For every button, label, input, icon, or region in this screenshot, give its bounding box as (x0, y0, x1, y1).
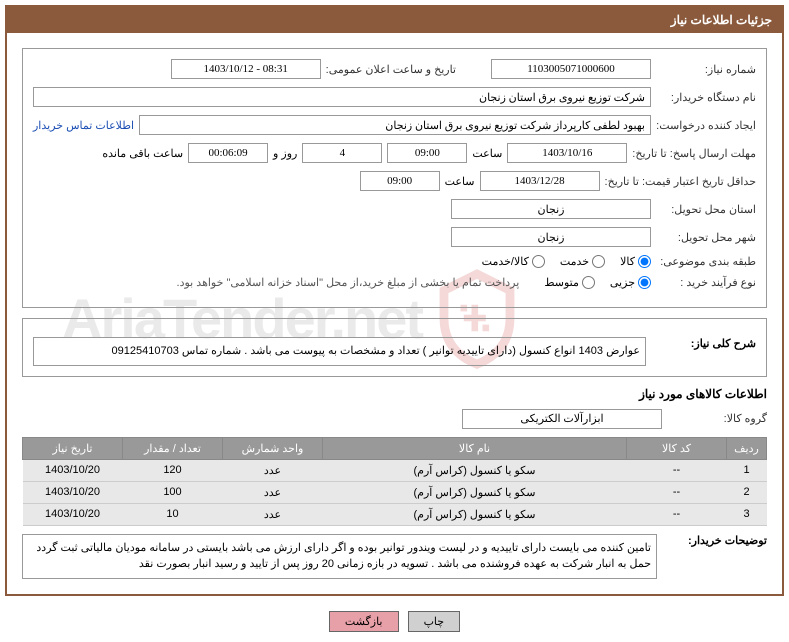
contact-link[interactable]: اطلاعات تماس خریدار (33, 119, 134, 132)
days-remaining-value: 4 (302, 143, 382, 163)
table-row: 1--سکو یا کنسول (کراس آرم)عدد1201403/10/… (23, 459, 767, 481)
radio-medium-item[interactable]: متوسط (544, 276, 595, 289)
need-number-value: 1103005071000600 (491, 59, 651, 79)
radio-partial[interactable] (638, 276, 651, 289)
deadline-date-value: 1403/10/16 (507, 143, 627, 163)
validity-time-value: 09:00 (360, 171, 440, 191)
goods-group-value: ابزارآلات الکتریکی (462, 409, 662, 429)
cell-date: 1403/10/20 (23, 503, 123, 525)
radio-goods-service[interactable] (532, 255, 545, 268)
th-qty: تعداد / مقدار (123, 437, 223, 459)
cell-name: سکو یا کنسول (کراس آرم) (323, 503, 627, 525)
goods-group-label: گروه کالا: (667, 412, 767, 425)
announce-date-value: 1403/10/12 - 08:31 (171, 59, 321, 79)
radio-service[interactable] (592, 255, 605, 268)
creator-value: بهبود لطفی کارپرداز شرکت توزیع نیروی برق… (139, 115, 651, 135)
th-unit: واحد شمارش (223, 437, 323, 459)
th-date: تاریخ نیاز (23, 437, 123, 459)
overall-desc-value: عوارض 1403 انواع کنسول (دارای تاییدیه تو… (33, 337, 646, 366)
desc-section: شرح کلی نیاز: عوارض 1403 انواع کنسول (دا… (22, 318, 767, 377)
cell-code: -- (627, 503, 727, 525)
goods-section-title: اطلاعات کالاهای مورد نیاز (22, 387, 767, 401)
delivery-province-value: زنجان (451, 199, 651, 219)
goods-table: ردیف کد کالا نام کالا واحد شمارش تعداد /… (22, 437, 767, 526)
cell-row: 2 (727, 481, 767, 503)
buyer-notes-value: تامین کننده می بایست دارای تاییدیه و در … (22, 534, 657, 579)
print-button[interactable]: چاپ (408, 611, 461, 632)
info-section: شماره نیاز: 1103005071000600 تاریخ و ساع… (22, 48, 767, 308)
delivery-city-label: شهر محل تحویل: (656, 231, 756, 244)
table-row: 3--سکو یا کنسول (کراس آرم)عدد101403/10/2… (23, 503, 767, 525)
delivery-province-label: استان محل تحویل: (656, 203, 756, 216)
header-title: جزئیات اطلاعات نیاز (671, 13, 772, 27)
radio-goods-service-item[interactable]: کالا/خدمت (482, 255, 545, 268)
th-row: ردیف (727, 437, 767, 459)
cell-unit: عدد (223, 481, 323, 503)
main-container: جزئیات اطلاعات نیاز AriaTender.net شماره… (5, 5, 784, 596)
cell-unit: عدد (223, 459, 323, 481)
radio-goods[interactable] (638, 255, 651, 268)
cell-date: 1403/10/20 (23, 459, 123, 481)
days-label: روز و (273, 147, 297, 160)
announce-date-label: تاریخ و ساعت اعلان عمومی: (326, 63, 456, 76)
content-area: AriaTender.net شماره نیاز: 1103005071000… (7, 33, 782, 594)
cell-name: سکو یا کنسول (کراس آرم) (323, 481, 627, 503)
creator-label: ایجاد کننده درخواست: (656, 119, 756, 132)
table-row: 2--سکو یا کنسول (کراس آرم)عدد1001403/10/… (23, 481, 767, 503)
time-remaining-value: 00:06:09 (188, 143, 268, 163)
purchase-note: پرداخت تمام یا بخشی از مبلغ خرید،از محل … (177, 276, 520, 289)
cell-code: -- (627, 481, 727, 503)
time-remaining-label: ساعت باقی مانده (102, 147, 183, 160)
radio-medium[interactable] (582, 276, 595, 289)
radio-service-item[interactable]: خدمت (560, 255, 605, 268)
time-label-2: ساعت (445, 175, 475, 188)
cell-code: -- (627, 459, 727, 481)
radio-goods-item[interactable]: کالا (620, 255, 651, 268)
buyer-org-value: شرکت توزیع نیروی برق استان زنجان (33, 87, 651, 107)
purchase-type-label: نوع فرآیند خرید : (656, 276, 756, 289)
need-number-label: شماره نیاز: (656, 63, 756, 76)
cell-date: 1403/10/20 (23, 481, 123, 503)
back-button[interactable]: بازگشت (329, 611, 399, 632)
category-radios: کالا خدمت کالا/خدمت (482, 255, 651, 268)
purchase-type-radios: جزیی متوسط (544, 276, 651, 289)
th-code: کد کالا (627, 437, 727, 459)
cell-qty: 120 (123, 459, 223, 481)
radio-partial-item[interactable]: جزیی (610, 276, 651, 289)
time-label-1: ساعت (472, 147, 502, 160)
validity-date-value: 1403/12/28 (480, 171, 600, 191)
cell-unit: عدد (223, 503, 323, 525)
cell-name: سکو یا کنسول (کراس آرم) (323, 459, 627, 481)
category-label: طبقه بندی موضوعی: (656, 255, 756, 268)
deadline-time-value: 09:00 (387, 143, 467, 163)
th-name: نام کالا (323, 437, 627, 459)
button-bar: چاپ بازگشت (0, 601, 789, 642)
cell-row: 1 (727, 459, 767, 481)
delivery-city-value: زنجان (451, 227, 651, 247)
overall-desc-label: شرح کلی نیاز: (656, 337, 756, 366)
panel-header: جزئیات اطلاعات نیاز (7, 7, 782, 33)
validity-label: حداقل تاریخ اعتبار قیمت: تا تاریخ: (605, 175, 756, 188)
goods-section: اطلاعات کالاهای مورد نیاز گروه کالا: ابز… (22, 387, 767, 579)
cell-row: 3 (727, 503, 767, 525)
buyer-notes-label: توضیحات خریدار: (667, 534, 767, 579)
cell-qty: 100 (123, 481, 223, 503)
deadline-label: مهلت ارسال پاسخ: تا تاریخ: (632, 147, 756, 160)
buyer-org-label: نام دستگاه خریدار: (656, 91, 756, 104)
cell-qty: 10 (123, 503, 223, 525)
